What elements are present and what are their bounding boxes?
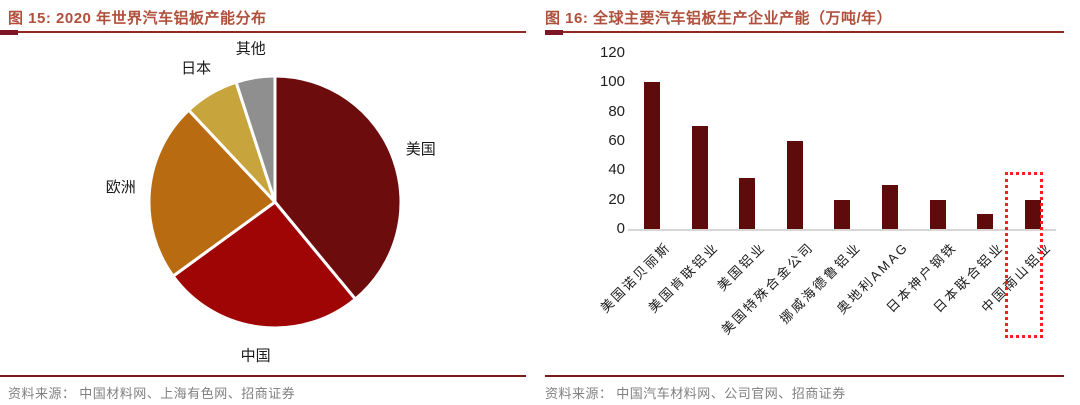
figure-15-title-rule	[0, 30, 526, 35]
bar-us-specialty-alloy	[786, 141, 803, 229]
x-axis-label-hydro: 挪威海德鲁铝业	[776, 239, 865, 327]
pie-label-other: 其他	[236, 40, 266, 57]
bar-kobe-steel	[929, 199, 946, 229]
y-axis-tick-0: 0	[616, 220, 625, 237]
pie-slice-china	[171, 200, 357, 330]
pie-slice-usa	[273, 74, 403, 301]
pie-label-china: 中国	[241, 347, 271, 364]
bar-nanshan	[1024, 199, 1041, 229]
pie-label-usa: 美国	[406, 141, 436, 158]
y-axis-tick-60: 60	[608, 132, 625, 149]
bar-novelis	[644, 82, 660, 229]
figure-15-title: 图 15: 2020 年世界汽车铝板产能分布	[8, 10, 267, 27]
bar-chart-area: 120 100 80 60 40 20 0 美国诺贝丽斯 美国肯联铝业 美国铝业 美国特殊合金公司挪…	[540, 36, 1080, 375]
figure-16-panel: 图 16: 全球主要汽车铝板生产企业产能（万吨/年） 120 100 80 60 40 2…	[540, 0, 1080, 405]
pie-chart-area: 美国中国 欧洲 日本 其他	[0, 36, 540, 375]
y-axis-tick-40: 40	[608, 161, 625, 179]
figure-15-bottom-rule	[0, 375, 526, 377]
y-axis-tick-120: 120	[599, 44, 625, 61]
bar-alcoa	[739, 177, 756, 229]
bar-hydro	[834, 199, 851, 229]
figure-16-bottom-rule	[545, 375, 1064, 377]
bar-uacj	[977, 214, 994, 229]
figure-15-source: 资料来源： 中国材料网、上海有色网、招商证券	[8, 386, 296, 401]
pie-slice-other	[234, 74, 277, 204]
x-axis-line	[628, 229, 1056, 231]
bar-amag	[882, 185, 898, 229]
pie-slice-europe	[147, 108, 277, 278]
figure-15-panel: 图 15: 2020 年世界汽车铝板产能分布 美国中国 欧洲 日本 其他 资料来源： …	[0, 10, 540, 401]
figure-16-title-rule	[545, 30, 1064, 35]
pie-label-japan: 日本	[181, 60, 211, 77]
y-axis-tick-100: 100	[599, 73, 625, 91]
y-axis-tick-20: 20	[608, 190, 625, 208]
highlight-box-nanshan	[1005, 172, 1043, 338]
bar-constellium	[691, 126, 708, 229]
pie-label-europe: 欧洲	[106, 179, 136, 196]
rule-accent-block	[0, 30, 18, 35]
rule-accent-block	[545, 30, 563, 35]
y-axis-tick-80: 80	[608, 102, 625, 120]
figure-16-source: 资料来源： 中国汽车材料网、公司官网、招商证券	[545, 386, 846, 401]
figure-16-title: 图 16: 全球主要汽车铝板生产企业产能（万吨/年）	[545, 10, 893, 27]
